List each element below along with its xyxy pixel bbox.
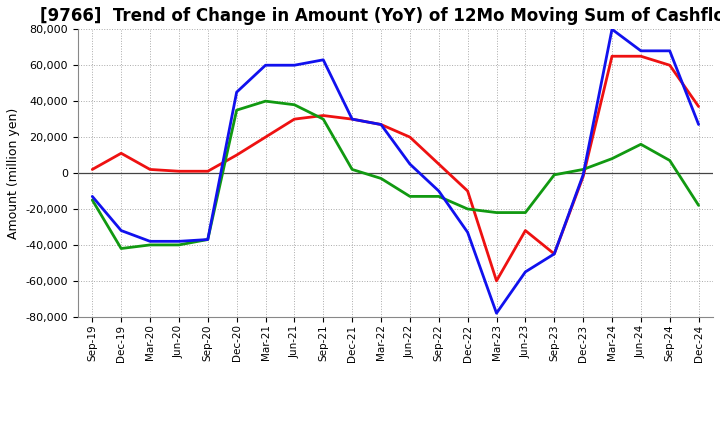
Free Cashflow [174, 238, 183, 244]
Operating Cashflow [377, 122, 385, 127]
Y-axis label: Amount (million yen): Amount (million yen) [7, 107, 20, 238]
Free Cashflow [88, 194, 96, 199]
Free Cashflow [463, 230, 472, 235]
Investing Cashflow [463, 206, 472, 212]
Operating Cashflow [665, 62, 674, 68]
Operating Cashflow [434, 161, 443, 167]
Free Cashflow [636, 48, 645, 54]
Operating Cashflow [88, 167, 96, 172]
Title: [9766]  Trend of Change in Amount (YoY) of 12Mo Moving Sum of Cashflows: [9766] Trend of Change in Amount (YoY) o… [40, 7, 720, 25]
Free Cashflow [319, 57, 328, 62]
Investing Cashflow [521, 210, 530, 215]
Investing Cashflow [319, 117, 328, 122]
Operating Cashflow [579, 174, 588, 179]
Investing Cashflow [405, 194, 414, 199]
Investing Cashflow [88, 198, 96, 203]
Free Cashflow [492, 311, 501, 316]
Free Cashflow [405, 161, 414, 167]
Operating Cashflow [521, 228, 530, 233]
Operating Cashflow [348, 117, 356, 122]
Operating Cashflow [550, 251, 559, 257]
Operating Cashflow [261, 135, 270, 140]
Operating Cashflow [608, 54, 616, 59]
Line: Investing Cashflow: Investing Cashflow [92, 101, 698, 249]
Investing Cashflow [290, 102, 299, 107]
Operating Cashflow [145, 167, 154, 172]
Free Cashflow [261, 62, 270, 68]
Investing Cashflow [694, 203, 703, 208]
Free Cashflow [290, 62, 299, 68]
Free Cashflow [233, 89, 241, 95]
Free Cashflow [694, 122, 703, 127]
Investing Cashflow [233, 107, 241, 113]
Operating Cashflow [204, 169, 212, 174]
Free Cashflow [117, 228, 125, 233]
Operating Cashflow [492, 278, 501, 283]
Operating Cashflow [463, 188, 472, 194]
Investing Cashflow [377, 176, 385, 181]
Operating Cashflow [233, 152, 241, 158]
Free Cashflow [348, 117, 356, 122]
Operating Cashflow [694, 104, 703, 109]
Investing Cashflow [145, 242, 154, 248]
Free Cashflow [608, 27, 616, 32]
Operating Cashflow [290, 117, 299, 122]
Free Cashflow [579, 172, 588, 177]
Investing Cashflow [492, 210, 501, 215]
Line: Operating Cashflow: Operating Cashflow [92, 56, 698, 281]
Investing Cashflow [434, 194, 443, 199]
Investing Cashflow [204, 237, 212, 242]
Line: Free Cashflow: Free Cashflow [92, 29, 698, 313]
Operating Cashflow [319, 113, 328, 118]
Investing Cashflow [608, 156, 616, 161]
Free Cashflow [145, 238, 154, 244]
Free Cashflow [550, 251, 559, 257]
Free Cashflow [204, 237, 212, 242]
Investing Cashflow [665, 158, 674, 163]
Operating Cashflow [174, 169, 183, 174]
Investing Cashflow [550, 172, 559, 177]
Investing Cashflow [261, 99, 270, 104]
Operating Cashflow [117, 150, 125, 156]
Operating Cashflow [405, 135, 414, 140]
Free Cashflow [377, 122, 385, 127]
Investing Cashflow [636, 142, 645, 147]
Investing Cashflow [579, 167, 588, 172]
Operating Cashflow [636, 54, 645, 59]
Free Cashflow [434, 188, 443, 194]
Investing Cashflow [348, 167, 356, 172]
Investing Cashflow [174, 242, 183, 248]
Free Cashflow [665, 48, 674, 54]
Free Cashflow [521, 269, 530, 275]
Investing Cashflow [117, 246, 125, 251]
